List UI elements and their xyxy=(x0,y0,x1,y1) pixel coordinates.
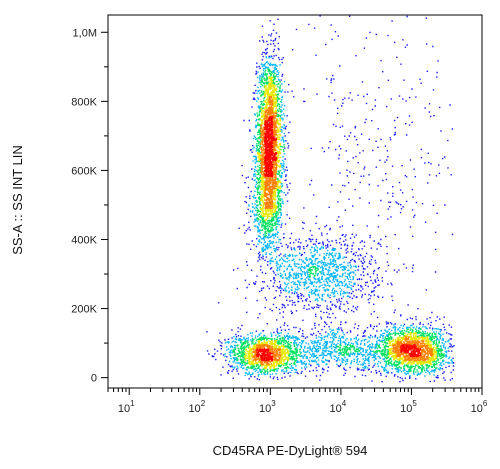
density-dots-level-2 xyxy=(232,68,445,374)
y-tick-label: 400K xyxy=(71,234,97,246)
density-dots-level-4 xyxy=(252,96,434,366)
y-tick-label: 600K xyxy=(71,165,97,177)
x-tick-label: 105 xyxy=(400,399,417,415)
x-tick-label: 106 xyxy=(471,399,488,415)
data-points xyxy=(206,15,455,383)
y-axis: 0 200K 400K 600K 800K 1,0M xyxy=(71,27,108,385)
x-tick-label: 102 xyxy=(188,399,205,415)
x-axis-label: CD45RA PE-DyLight® 594 xyxy=(213,443,368,458)
x-tick-label: 101 xyxy=(118,399,135,415)
x-axis: 101 102 103 104 105 106 xyxy=(107,388,488,415)
y-tick-label: 0 xyxy=(91,373,97,385)
plot-frame xyxy=(107,14,483,389)
y-tick-label: 1,0M xyxy=(73,27,97,39)
density-dots-level-5 xyxy=(256,116,422,362)
y-tick-label: 200K xyxy=(71,304,97,316)
x-tick-label: 103 xyxy=(259,399,276,415)
density-dots-level-0 xyxy=(206,15,455,383)
y-axis-label: SS-A :: SS INT LIN xyxy=(10,145,25,255)
y-tick-label: 800K xyxy=(71,96,97,108)
x-tick-label: 104 xyxy=(330,399,347,415)
